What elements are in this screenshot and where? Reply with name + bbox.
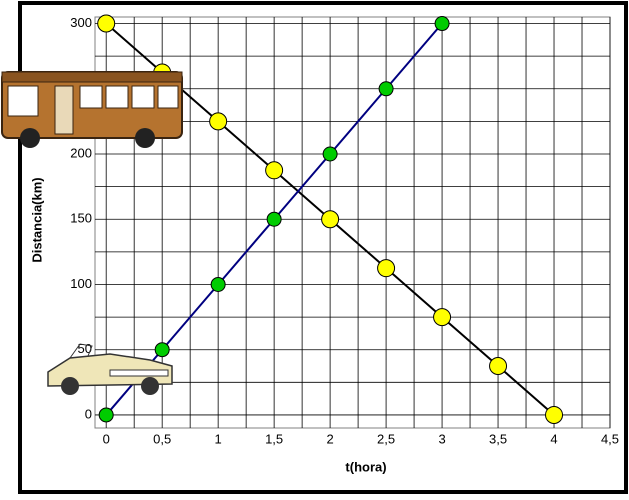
- data-point: [266, 162, 283, 179]
- data-point: [323, 147, 337, 161]
- x-tick-label: 0,5: [153, 431, 171, 446]
- y-tick-label: 150: [70, 211, 92, 226]
- y-tick-label: 0: [85, 406, 92, 421]
- data-point: [378, 260, 395, 277]
- data-point: [546, 406, 563, 423]
- data-point: [435, 17, 449, 31]
- bus-icon: [2, 72, 182, 148]
- x-tick-label: 1: [215, 431, 222, 446]
- y-axis-label: Distancia(km): [29, 177, 44, 262]
- x-tick-label: 4: [550, 431, 557, 446]
- data-point: [490, 358, 507, 375]
- y-tick-label: 100: [70, 276, 92, 291]
- data-point: [322, 211, 339, 228]
- x-tick-label: 0: [103, 431, 110, 446]
- data-point: [210, 113, 227, 130]
- data-point: [155, 343, 169, 357]
- x-tick-label: 3,5: [489, 431, 507, 446]
- x-tick-label: 2,5: [377, 431, 395, 446]
- x-tick-label: 1,5: [265, 431, 283, 446]
- x-tick-label: 2: [326, 431, 333, 446]
- data-point: [98, 15, 115, 32]
- x-tick-label: 4,5: [601, 431, 619, 446]
- data-point: [211, 277, 225, 291]
- chart: t(hora) Distancia(km) 0 0,5 1 1,5 2 2,5 3 3,5 4 4…: [0, 0, 629, 495]
- y-tick-label: 200: [70, 145, 92, 160]
- y-tick-label: 50: [78, 341, 92, 356]
- data-point: [267, 212, 281, 226]
- x-tick-label: 3: [438, 431, 445, 446]
- data-point: [434, 309, 451, 326]
- x-axis-label: t(hora): [345, 459, 386, 474]
- y-tick-label: 300: [70, 15, 92, 30]
- data-point: [99, 408, 113, 422]
- data-point: [379, 82, 393, 96]
